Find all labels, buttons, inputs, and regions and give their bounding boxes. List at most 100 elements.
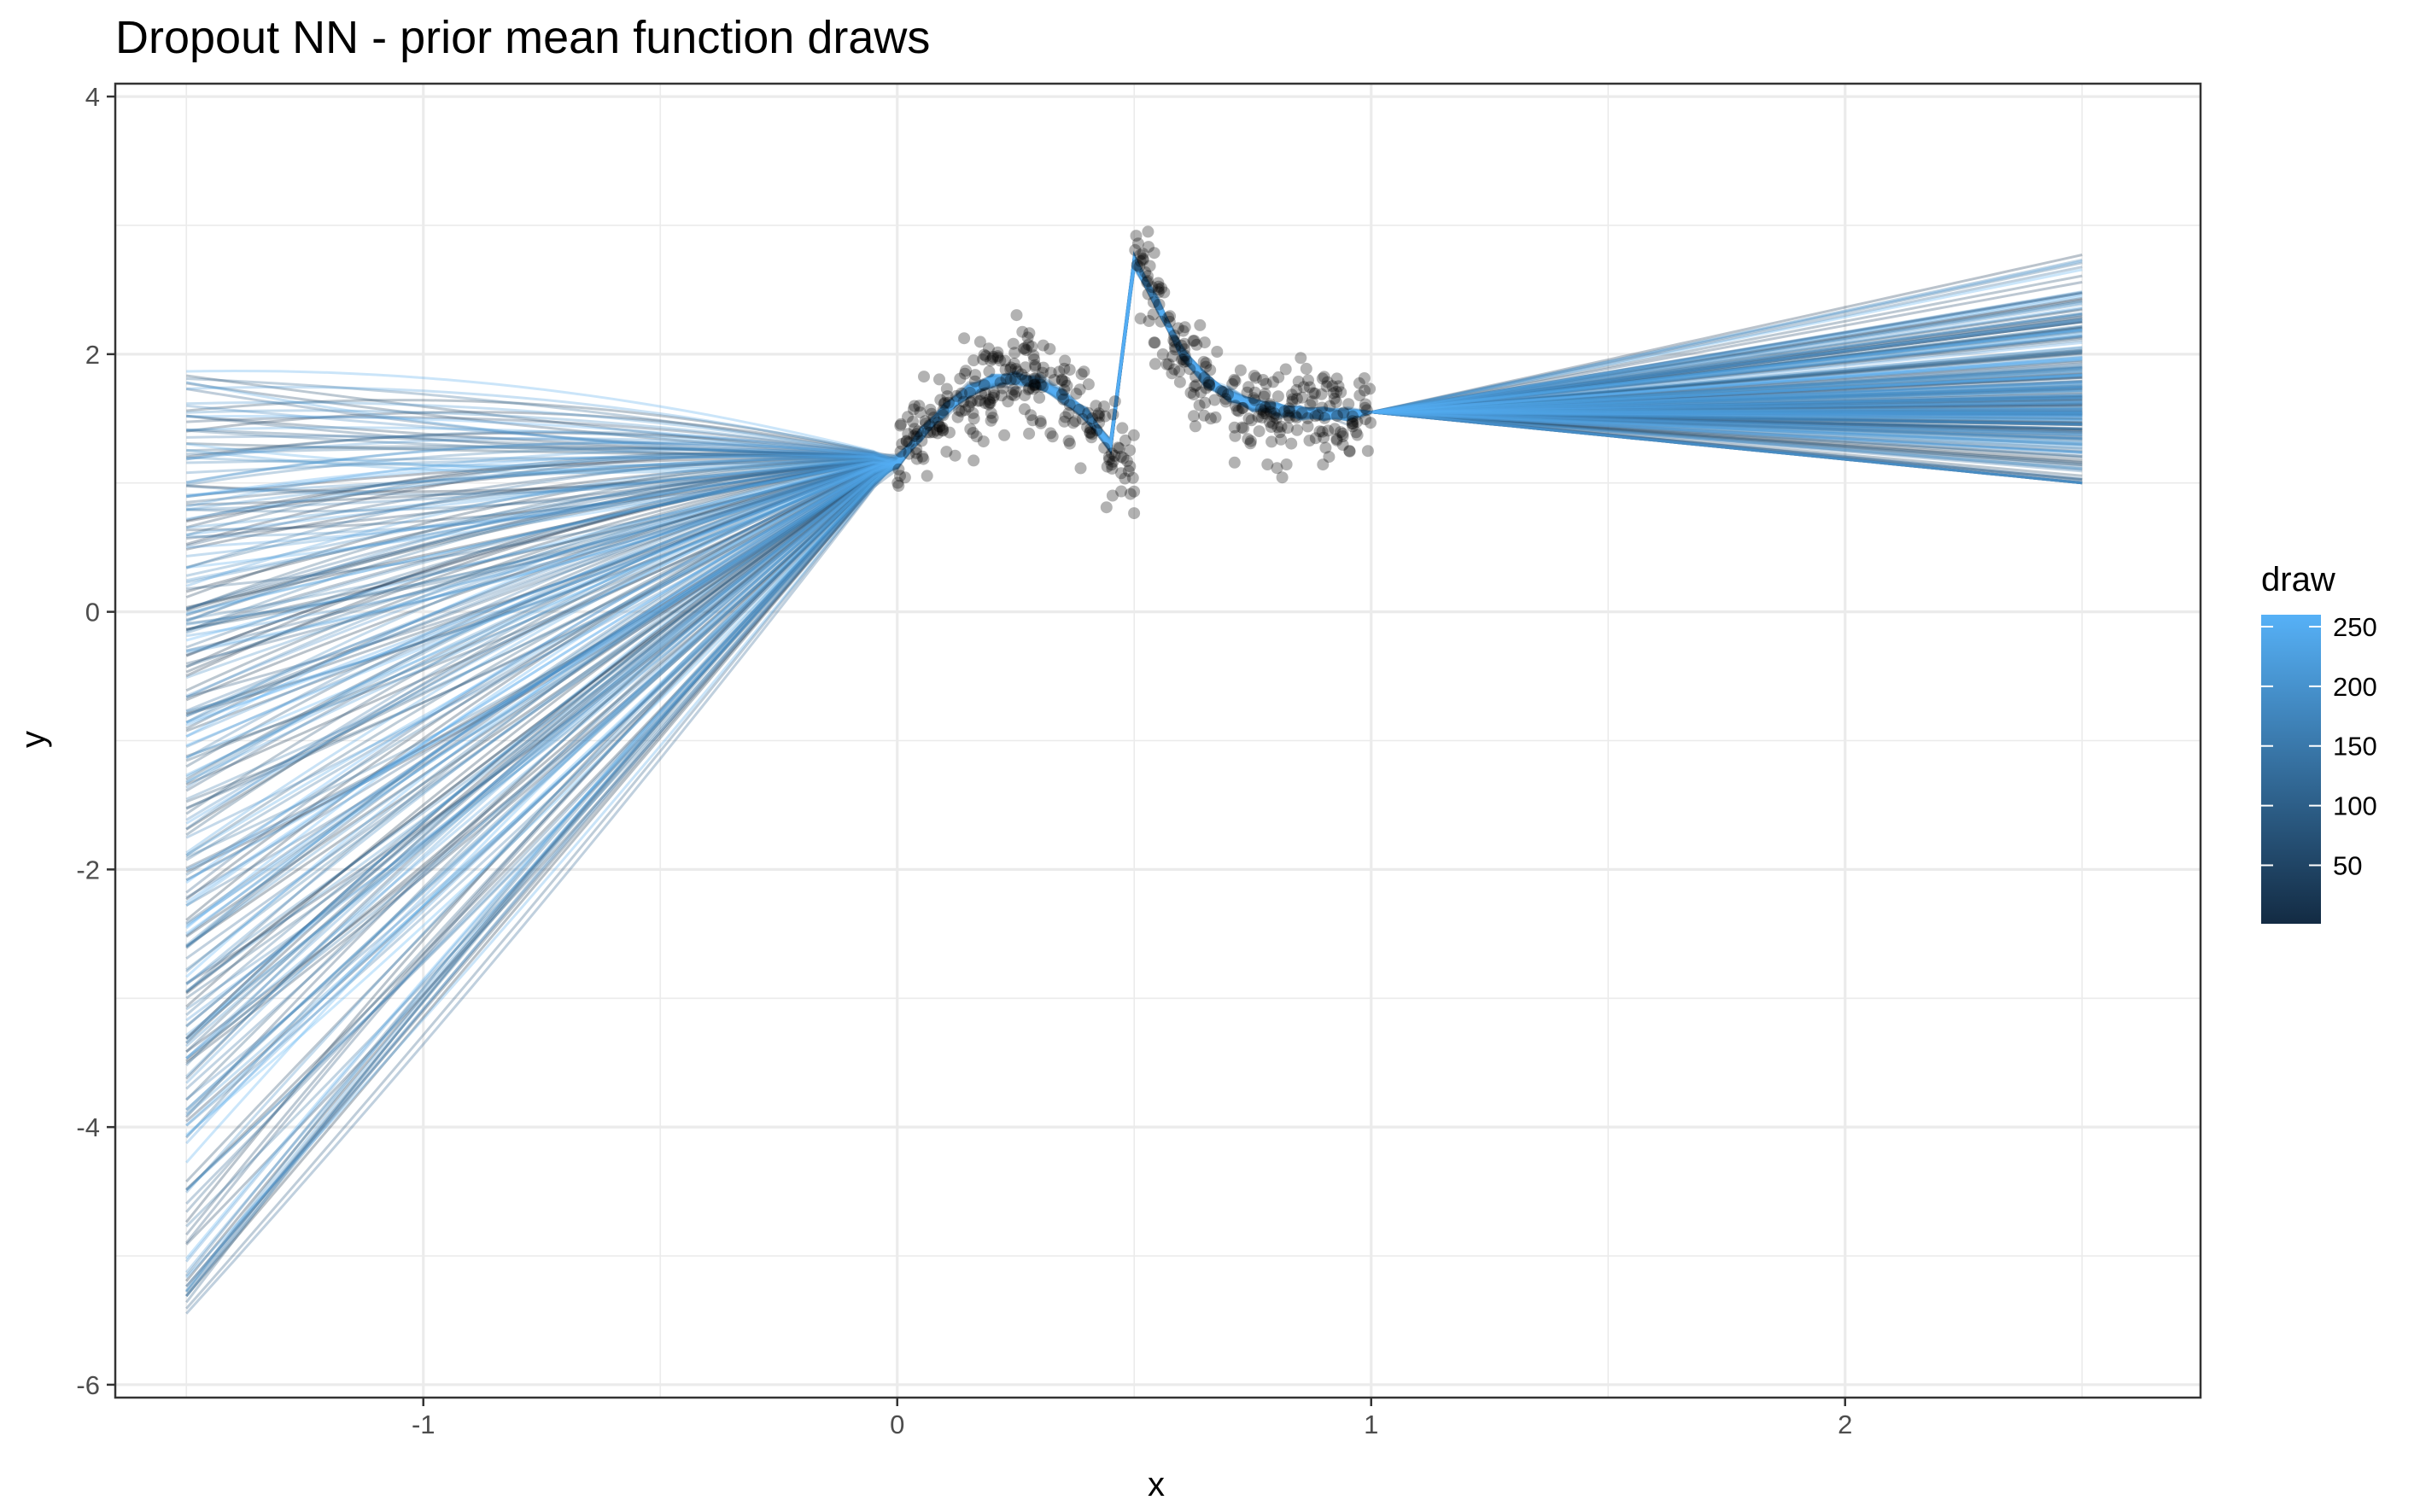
observation-point	[1008, 357, 1020, 370]
draw-line	[185, 260, 2083, 622]
draw-line	[185, 261, 2083, 831]
observation-point	[1346, 410, 1359, 423]
draw-line	[185, 260, 2083, 677]
observation-point	[1198, 409, 1211, 422]
observation-point	[964, 423, 977, 435]
draw-line	[185, 254, 2083, 821]
observation-point	[1187, 335, 1200, 347]
observation-point	[1320, 380, 1333, 393]
observation-point	[1290, 412, 1303, 424]
observation-point	[1082, 406, 1095, 419]
observation-point	[957, 395, 970, 408]
observation-point	[1252, 411, 1265, 423]
draw-line	[185, 258, 2083, 631]
observation-point	[1119, 472, 1131, 485]
observation-point	[1152, 277, 1165, 289]
draw-line	[185, 256, 2083, 1138]
draw-line	[186, 254, 2083, 493]
observation-point	[1034, 417, 1047, 429]
observation-point	[1257, 405, 1270, 417]
draw-line	[185, 252, 2083, 1008]
draw-line	[185, 254, 2083, 623]
observation-point	[1029, 372, 1042, 385]
draw-line	[185, 256, 2083, 598]
observation-point	[1228, 373, 1241, 386]
observation-point	[1027, 379, 1040, 392]
observation-point	[1009, 385, 1022, 398]
observation-point	[1044, 427, 1057, 440]
observation-point	[1303, 381, 1316, 394]
observation-point	[1319, 441, 1332, 454]
observation-point	[1128, 485, 1141, 498]
draw-line	[185, 259, 2083, 657]
observation-point	[1163, 315, 1176, 328]
draw-line	[185, 259, 2083, 837]
draw-line	[185, 255, 2083, 949]
draw-line	[185, 257, 2083, 466]
observation-point	[1302, 374, 1314, 387]
observation-point	[1015, 368, 1028, 381]
observation-point	[1147, 308, 1160, 321]
observation-point	[1360, 404, 1373, 417]
observation-point	[1022, 338, 1035, 351]
draw-line	[185, 255, 2083, 1016]
observation-point	[1084, 423, 1097, 435]
observation-point	[1242, 381, 1255, 394]
observation-point	[1149, 358, 1161, 371]
observation-point	[927, 412, 940, 423]
observation-point	[1059, 411, 1072, 423]
observation-point	[932, 427, 944, 440]
draw-line	[185, 260, 2083, 724]
observation-point	[1330, 372, 1343, 385]
observation-point	[1048, 374, 1061, 386]
observation-point	[1244, 437, 1257, 450]
observation-point	[915, 435, 928, 447]
draw-line	[186, 259, 2083, 536]
draw-line	[185, 256, 2083, 777]
observation-point	[994, 354, 1007, 367]
draw-line	[186, 256, 2083, 529]
draw-line	[186, 260, 2083, 463]
observation-point	[1317, 458, 1330, 471]
observation-point	[973, 336, 986, 348]
observation-point	[959, 404, 972, 417]
draw-line	[185, 255, 2083, 649]
draw-line	[186, 259, 2083, 464]
observation-point	[910, 428, 923, 441]
observation-point	[1027, 372, 1040, 385]
observation-point	[1075, 368, 1088, 381]
draw-line	[185, 260, 2083, 738]
x-tick-label: -1	[412, 1410, 435, 1439]
observation-point	[1081, 421, 1094, 434]
observation-point	[903, 436, 915, 449]
observation-point	[1116, 422, 1129, 435]
x-tick-label: 2	[1838, 1410, 1852, 1439]
observation-point	[1326, 380, 1339, 393]
observation-point	[995, 389, 1008, 402]
observation-point	[1034, 371, 1047, 384]
observation-point	[1178, 337, 1190, 350]
observation-point	[979, 397, 991, 409]
observation-point	[1226, 377, 1239, 390]
observation-point	[1082, 378, 1095, 391]
draw-lines	[185, 249, 2083, 1315]
draw-line	[185, 255, 2083, 960]
observation-point	[1178, 355, 1190, 368]
observation-point	[991, 346, 1004, 359]
draw-line	[185, 255, 2083, 522]
observation-point	[1063, 437, 1076, 450]
observation-point	[967, 354, 980, 367]
draw-line	[186, 259, 2083, 625]
draw-line	[185, 257, 2083, 809]
observation-point	[900, 435, 913, 448]
observation-point	[1143, 260, 1156, 272]
draw-line	[185, 256, 2083, 546]
observation-point	[1327, 387, 1340, 400]
observation-point	[1200, 357, 1213, 370]
draw-line	[186, 254, 2083, 471]
observation-point	[1152, 286, 1165, 299]
observation-point	[1265, 421, 1277, 433]
observation-point	[982, 342, 995, 355]
observation-point	[1175, 353, 1188, 366]
observation-point	[1177, 353, 1190, 366]
